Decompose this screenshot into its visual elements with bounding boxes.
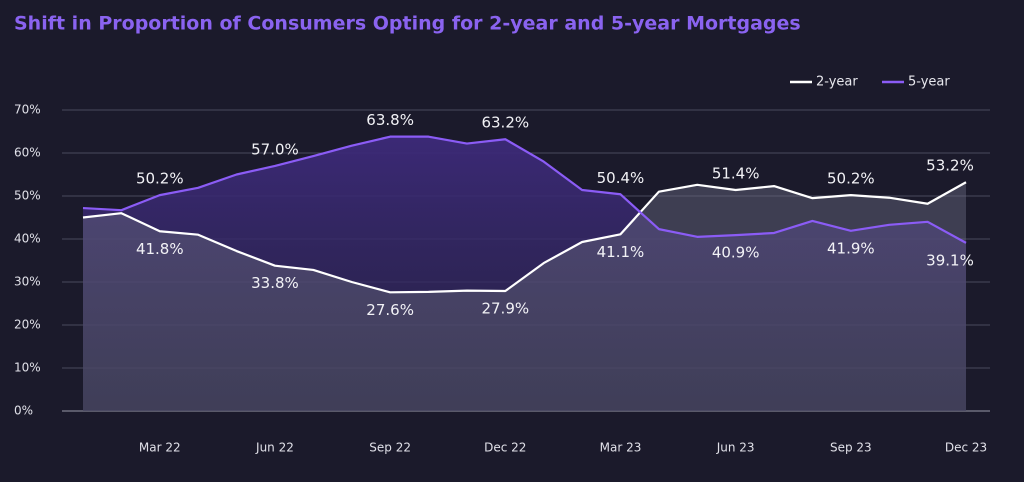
value-label: 27.9% (481, 300, 529, 318)
value-label: 40.9% (712, 244, 760, 262)
value-label: 41.1% (597, 243, 645, 261)
value-label: 53.2% (926, 157, 974, 175)
y-tick-label: 10% (14, 361, 41, 375)
value-label: 50.4% (597, 169, 645, 187)
y-tick-label: 60% (14, 146, 41, 160)
value-label: 63.2% (481, 114, 529, 132)
value-label: 41.9% (827, 239, 875, 257)
x-tick-label: Sep 23 (830, 441, 872, 455)
x-tick-label: Jun 23 (716, 441, 755, 455)
y-tick-label: 50% (14, 189, 41, 203)
value-label: 50.2% (827, 170, 875, 188)
value-label: 50.2% (136, 170, 184, 188)
value-label: 33.8% (251, 274, 299, 292)
line (82, 181, 967, 294)
value-label: 41.8% (136, 240, 184, 258)
legend-label: 5-year (908, 75, 950, 90)
x-tick-label: Jun 22 (255, 441, 294, 455)
value-label: 51.4% (712, 164, 760, 182)
line (82, 135, 967, 244)
y-tick-label: 20% (14, 318, 41, 332)
y-tick-label: 70% (14, 103, 41, 117)
y-tick-label: 40% (14, 232, 41, 246)
area (83, 182, 966, 411)
x-tick-label: Mar 23 (600, 441, 642, 455)
x-tick-label: Dec 23 (945, 441, 987, 455)
x-tick-label: Dec 22 (484, 441, 526, 455)
value-label: 57.0% (251, 140, 299, 158)
value-label: 27.6% (366, 301, 414, 319)
x-tick-label: Sep 22 (369, 441, 411, 455)
chart-title: Shift in Proportion of Consumers Opting … (14, 13, 801, 35)
y-tick-label: 0% (14, 404, 33, 418)
y-tick-label: 30% (14, 275, 41, 289)
value-label: 63.8% (366, 111, 414, 129)
value-label: 39.1% (926, 251, 974, 269)
legend-label: 2-year (816, 75, 858, 90)
x-tick-label: Mar 22 (139, 441, 181, 455)
